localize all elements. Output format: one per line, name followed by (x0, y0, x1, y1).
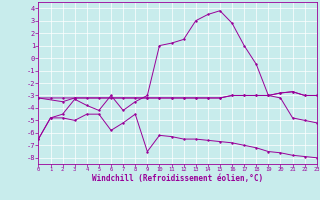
X-axis label: Windchill (Refroidissement éolien,°C): Windchill (Refroidissement éolien,°C) (92, 174, 263, 183)
